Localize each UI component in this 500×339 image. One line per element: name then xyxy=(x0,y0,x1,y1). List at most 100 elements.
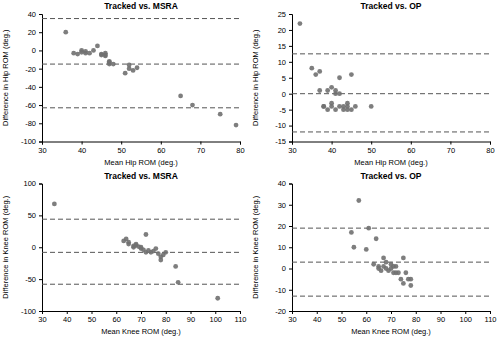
scatter-point xyxy=(309,66,314,71)
scatter-point xyxy=(384,260,389,265)
reference-line xyxy=(42,284,240,285)
x-tick: 110 xyxy=(235,311,247,324)
x-axis: 304050607080 xyxy=(288,142,494,155)
x-tick: 40 xyxy=(313,311,321,324)
figure: 304050607080-100-80-60-40-2002040Tracked… xyxy=(0,0,500,339)
scatter-point xyxy=(349,230,354,235)
y-axis-title: Difference in Hip ROM (deg.) xyxy=(251,29,260,126)
scatter-point xyxy=(153,246,158,251)
x-tick: 50 xyxy=(118,142,126,155)
x-tick-label: 40 xyxy=(328,146,336,155)
x-tick-label: 80 xyxy=(236,146,244,155)
x-tick-mark xyxy=(441,311,442,314)
x-tick-label: 30 xyxy=(38,146,46,155)
x-tick-mark xyxy=(240,142,241,145)
scatter-point xyxy=(173,264,178,269)
x-tick-label: 50 xyxy=(368,146,376,155)
y-tick-label: -10 xyxy=(275,286,286,295)
x-tick: 40 xyxy=(78,142,86,155)
y-axis: -20-10010203040 xyxy=(275,179,292,316)
scatter-point xyxy=(349,107,354,112)
scatter-point xyxy=(403,270,408,275)
scatter-point xyxy=(71,51,76,56)
plot-area xyxy=(292,198,490,296)
x-tick: 80 xyxy=(412,311,420,324)
x-tick: 60 xyxy=(157,142,165,155)
scatter-point xyxy=(313,72,318,77)
x-axis: 304050607080 xyxy=(38,142,244,155)
scatter-point xyxy=(337,91,342,96)
y-tick-mark xyxy=(39,50,42,51)
y-tick: -20 xyxy=(275,307,292,316)
y-tick: 100 xyxy=(23,179,42,188)
x-axis-line xyxy=(43,312,241,315)
x-tick: 30 xyxy=(38,142,46,155)
x-tick-label: 60 xyxy=(363,315,371,324)
reference-line xyxy=(292,131,490,132)
scatter-point xyxy=(87,51,92,56)
x-axis: 30405060708090100110 xyxy=(288,311,496,324)
y-tick: 25 xyxy=(278,10,292,19)
x-tick-mark xyxy=(161,142,162,145)
reference-line xyxy=(42,252,240,253)
scatter-point xyxy=(408,277,413,282)
y-tick: -60 xyxy=(25,101,42,110)
x-tick-label: 50 xyxy=(338,315,346,324)
reference-line xyxy=(292,93,490,94)
y-tick: 15 xyxy=(278,42,292,51)
x-tick-mark xyxy=(92,311,93,314)
y-tick-mark xyxy=(289,205,292,206)
x-tick-mark xyxy=(342,311,343,314)
y-tick-label: 20 xyxy=(278,26,286,35)
scatter-point xyxy=(351,245,356,250)
x-tick-mark xyxy=(141,311,142,314)
scatter-point xyxy=(329,101,334,106)
x-tick-mark xyxy=(215,311,216,314)
y-tick-label: 0 xyxy=(32,243,36,252)
scatter-point xyxy=(381,255,386,260)
x-axis-title: Mean Hip ROM (deg.) xyxy=(354,158,428,167)
scatter-point xyxy=(79,48,84,53)
y-tick-label: -100 xyxy=(21,307,36,316)
scatter-point xyxy=(333,88,338,93)
panel: 304050607080-15-10-50510152025Tracked vs… xyxy=(251,1,495,167)
scatter-point xyxy=(374,236,379,241)
x-tick: 40 xyxy=(328,142,336,155)
y-tick-mark xyxy=(289,184,292,185)
y-tick-mark xyxy=(289,311,292,312)
x-tick-label: 50 xyxy=(88,315,96,324)
x-tick-label: 60 xyxy=(157,146,165,155)
x-tick-label: 80 xyxy=(486,146,494,155)
scatter-point xyxy=(325,88,330,93)
y-tick-mark xyxy=(289,78,292,79)
y-tick: 0 xyxy=(32,243,42,252)
y-tick-label: 100 xyxy=(23,179,36,188)
scatter-point xyxy=(127,63,132,68)
y-tick-label: -60 xyxy=(25,101,36,110)
x-axis-line xyxy=(43,142,241,145)
y-tick-label: -50 xyxy=(25,275,36,284)
y-axis-line xyxy=(39,15,43,143)
scatter-point xyxy=(63,30,68,35)
x-tick-mark xyxy=(317,311,318,314)
y-tick-mark xyxy=(289,226,292,227)
y-tick-mark xyxy=(39,215,42,216)
x-tick-label: 70 xyxy=(387,315,395,324)
y-tick-mark xyxy=(39,247,42,248)
x-tick: 70 xyxy=(447,142,455,155)
panel-title: Tracked vs. OP xyxy=(361,1,422,11)
y-tick: -5 xyxy=(279,106,292,115)
x-tick-mark xyxy=(116,311,117,314)
x-tick-label: 70 xyxy=(447,146,455,155)
x-tick-mark xyxy=(191,311,192,314)
x-tick-mark xyxy=(82,142,83,145)
reference-line xyxy=(42,18,240,19)
scatter-point xyxy=(52,202,57,207)
y-tick-mark xyxy=(289,30,292,31)
y-tick: 20 xyxy=(278,26,292,35)
y-tick-label: -5 xyxy=(279,106,286,115)
y-tick-mark xyxy=(39,142,42,143)
y-tick-label: -15 xyxy=(275,137,286,146)
x-tick-mark xyxy=(166,311,167,314)
y-tick-mark xyxy=(39,279,42,280)
